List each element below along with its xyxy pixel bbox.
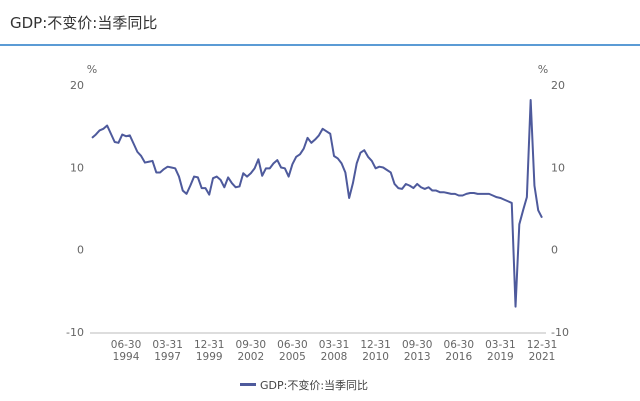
x-tick-label: 03-31 2008	[318, 339, 350, 363]
legend-swatch	[240, 383, 256, 386]
x-tick-label: 03-31 2019	[485, 339, 516, 363]
x-tick-label: 09-30 2002	[235, 339, 267, 363]
y-tick-label: -10	[66, 326, 84, 339]
x-tick-label: 12-31 2021	[526, 339, 558, 363]
y2-tick-label: 10	[551, 161, 565, 174]
y2-tick-label: 0	[551, 244, 558, 257]
x-tick-label: 06-30 2005	[277, 339, 308, 363]
x-tick-label: 03-31 1997	[152, 339, 183, 363]
line-series	[91, 99, 543, 308]
y-axis-label: %	[87, 63, 97, 76]
x-tick-label: 12-31 2010	[360, 339, 391, 363]
legend-label: GDP:不变价:当季同比	[260, 379, 369, 392]
y-tick-label: 0	[77, 244, 84, 257]
x-tick-label: 12-31 1999	[193, 339, 225, 363]
y2-tick-label: 20	[551, 79, 565, 92]
x-tick-label: 06-30 1994	[110, 339, 142, 363]
x-tick-label: 09-30 2013	[401, 339, 433, 363]
title-rule	[0, 44, 640, 46]
y2-axis-label: %	[538, 63, 548, 76]
x-tick-label: 06-30 2016	[443, 339, 475, 363]
y2-tick-label: -10	[551, 326, 569, 339]
y-tick-label: 10	[70, 161, 84, 174]
chart-title: GDP:不变价:当季同比	[10, 14, 158, 32]
y-tick-label: 20	[70, 79, 84, 92]
